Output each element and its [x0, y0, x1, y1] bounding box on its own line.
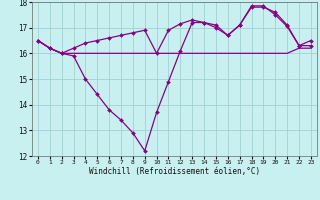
X-axis label: Windchill (Refroidissement éolien,°C): Windchill (Refroidissement éolien,°C) [89, 167, 260, 176]
